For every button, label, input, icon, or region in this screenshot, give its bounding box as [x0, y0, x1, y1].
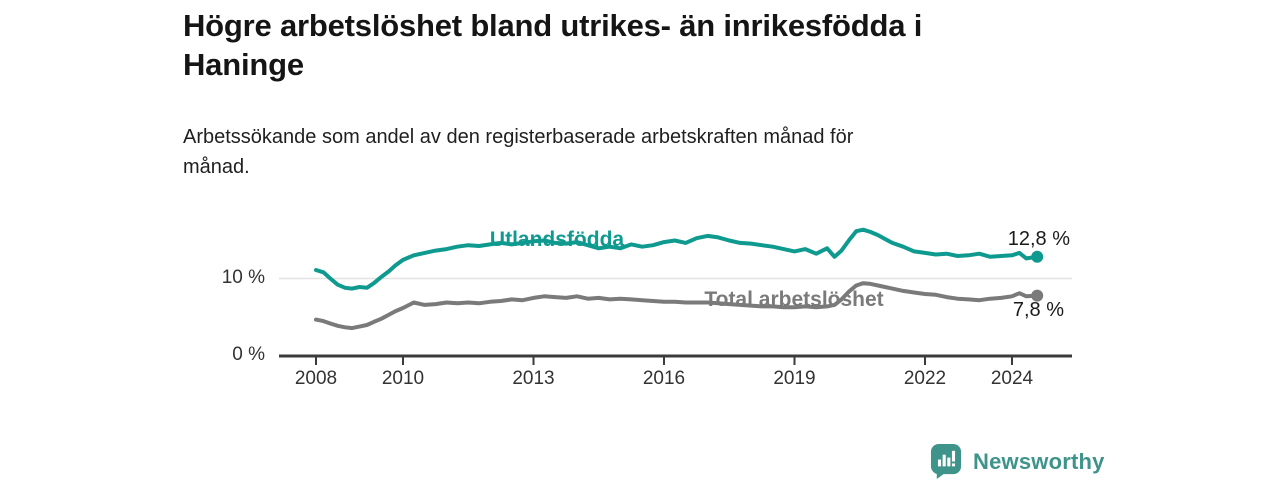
series-label-total: Total arbetslöshet [704, 288, 884, 311]
series-label-utlandsfodda: Utlandsfödda [489, 228, 625, 251]
chart-subtitle: Arbetssökande som andel av den registerb… [183, 122, 1043, 182]
series-line-total [314, 281, 1040, 331]
y-tick-label-0pct: 0 % [232, 344, 265, 365]
x-tick-label: 2022 [903, 368, 947, 389]
x-tick-label: 2016 [642, 368, 686, 389]
chart-subtitle-line2: månad. [183, 156, 250, 178]
end-value-label-total: 7,8 % [1012, 299, 1064, 321]
newsworthy-brand: Newsworthy [930, 443, 1105, 480]
y-tick-label-10pct: 10 % [221, 267, 265, 288]
x-tick-label: 2010 [381, 368, 425, 389]
x-tick-label: 2008 [294, 368, 338, 389]
x-tick-label: 2019 [773, 368, 816, 389]
newsworthy-logo-icon [930, 444, 962, 479]
end-dot-total [1031, 289, 1044, 302]
chart-title-line2: Haninge [183, 47, 304, 82]
series-line-utlandsfodda [314, 227, 1040, 291]
chart-title: Högre arbetslöshet bland utrikes- än inr… [183, 6, 1143, 84]
x-tick-label: 2013 [512, 368, 555, 389]
chart-subtitle-line1: Arbetssökande som andel av den registerb… [183, 126, 854, 148]
x-tick-label: 2024 [990, 368, 1034, 389]
end-value-label-utlandsfodda: 12,8 % [1007, 228, 1070, 250]
end-dot-utlandsfodda [1031, 250, 1044, 263]
newsworthy-logo-text: Newsworthy [973, 448, 1105, 474]
chart-title-line1: Högre arbetslöshet bland utrikes- än inr… [183, 8, 923, 43]
